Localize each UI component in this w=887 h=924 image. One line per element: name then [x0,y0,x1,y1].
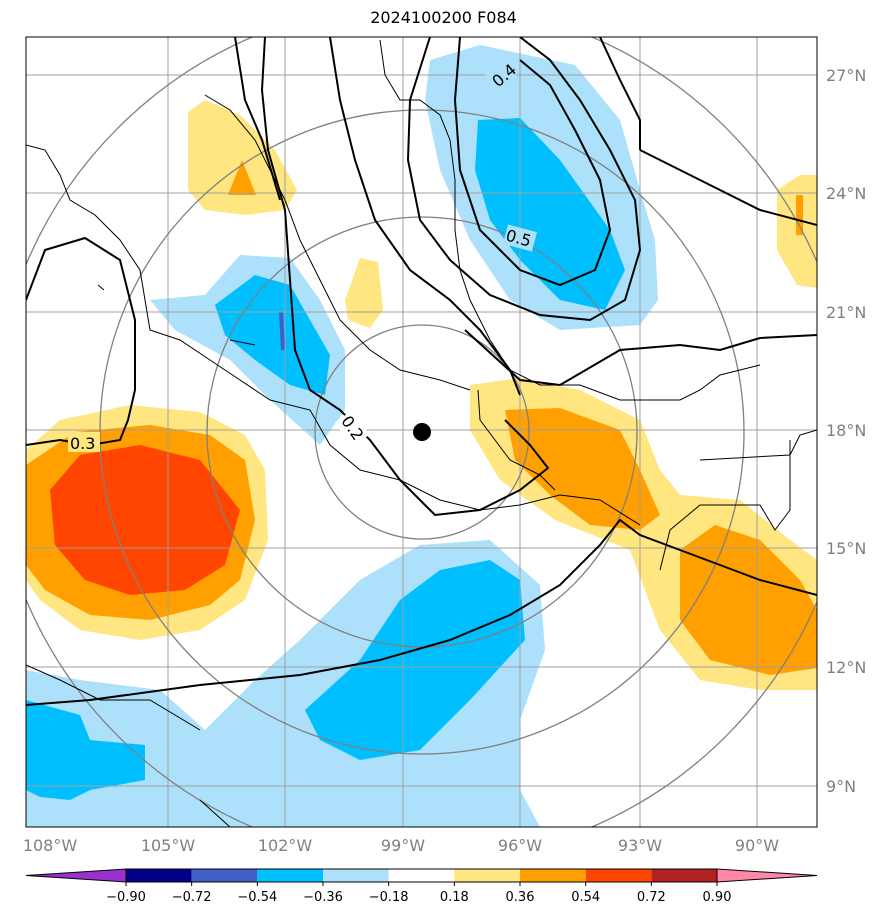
lat-tick-label: 18°N [826,421,866,440]
colorbar-segment [454,869,520,882]
lon-tick-labels: 108°W 105°W 102°W 99°W 96°W 93°W 90°W [23,836,779,855]
colorbar-segment [651,869,717,882]
graticule [26,37,817,827]
colorbar-extension-low [25,868,127,883]
blue-region-sw [26,700,145,800]
colorbar-tick-label: 0.54 [571,890,600,905]
map-title: 2024100200 F084 [370,8,517,27]
lon-tick-label: 96°W [498,836,542,855]
yellow-region-c [345,258,383,328]
blue-region-ne [475,118,625,310]
lon-tick-label: 108°W [23,836,78,855]
map-frame [25,36,818,828]
lat-tick-label: 21°N [826,303,866,322]
center-marker [413,423,431,441]
lon-tick-label: 93°W [618,836,662,855]
coastlines [26,39,817,827]
colorbar-segment [520,869,586,882]
purple-streak [279,311,285,351]
colorbar-tick-label: −0.18 [369,890,409,905]
lon-tick-label: 90°W [735,836,779,855]
orange-streak-e [796,195,803,235]
colorbar-segment [585,869,652,882]
lon-tick-label: 105°W [141,836,196,855]
colorbar-frame [125,868,718,883]
colorbar-extension-high [716,868,818,883]
colorbar-tick-label: −0.72 [172,890,212,905]
lat-tick-label: 12°N [826,658,866,677]
orange-spot-nw [228,160,256,195]
lon-tick-label: 102°W [258,836,313,855]
lat-tick-label: 24°N [826,184,866,203]
colorbar-tick-label: 0.18 [440,890,469,905]
colorbar-segment [191,869,258,882]
yellow-region-nw [188,100,297,215]
shaded-fields [26,45,817,827]
colorbar-tick-label: −0.36 [303,890,343,905]
colorbar: −0.90 −0.72 −0.54 −0.36 −0.18 0.18 0.36 0.54 0.7… [25,868,818,905]
colorbar-segment [126,869,192,882]
colorbar-tick-label: 0.36 [506,890,535,905]
orange-region-se [505,408,660,530]
colorbar-tick-label: 0.72 [637,890,666,905]
colorbar-segment [388,869,455,882]
colorbar-tick-label: −0.90 [106,890,146,905]
lat-tick-label: 15°N [826,539,866,558]
colorbar-segment [257,869,323,882]
colorbar-segment [323,869,389,882]
lat-tick-label: 27°N [826,66,866,85]
colorbar-tick-label: −0.54 [237,890,277,905]
blue-region-s [305,560,525,760]
colorbar-tick-label: 0.90 [703,890,732,905]
contour-label: 0.3 [70,434,95,453]
map-area [26,37,817,827]
lat-tick-labels: 27°N 24°N 21°N 18°N 15°N 12°N 9°N [826,66,866,796]
red-region-w [50,445,240,595]
lat-tick-label: 9°N [826,777,856,796]
lon-tick-label: 99°W [381,836,425,855]
